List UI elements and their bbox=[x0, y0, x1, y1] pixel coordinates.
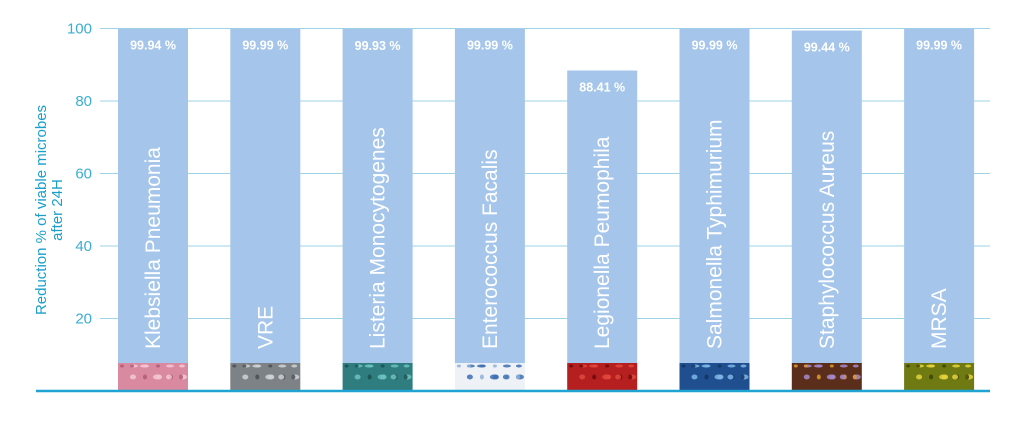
value-label: 99.99 % bbox=[242, 39, 288, 53]
bar bbox=[454, 28, 525, 363]
y-axis-ticks: 20 40 60 80 100 bbox=[67, 21, 92, 328]
bar bbox=[230, 28, 301, 363]
red-rod-bacteria-micrograph bbox=[567, 363, 638, 390]
y-axis-label-line1: Reduction % of viable microbes bbox=[33, 105, 50, 315]
value-label: 99.93 % bbox=[355, 39, 401, 53]
category-label: MRSA bbox=[928, 288, 951, 349]
bars bbox=[118, 28, 975, 364]
category-label: Salmonella Typhimurium bbox=[704, 119, 727, 349]
y-tick-label: 60 bbox=[75, 166, 92, 183]
value-label: 99.99 % bbox=[916, 39, 962, 53]
bar bbox=[118, 28, 188, 364]
bar bbox=[342, 28, 413, 363]
gray-microbe-micrograph bbox=[230, 363, 301, 390]
pink-tissue-micrograph bbox=[118, 363, 188, 390]
y-tick-label: 40 bbox=[75, 238, 92, 255]
bar bbox=[679, 28, 750, 363]
category-label: Legionella Peumophila bbox=[591, 136, 614, 349]
value-label: 88.41 % bbox=[579, 81, 625, 95]
value-label: 99.99 % bbox=[467, 39, 513, 53]
value-label: 99.99 % bbox=[692, 39, 738, 53]
microbe-images bbox=[118, 363, 975, 390]
category-label: Listeria Monocytogenes bbox=[367, 127, 390, 349]
bar bbox=[567, 70, 638, 364]
bar bbox=[904, 28, 975, 363]
bar-labels: 99.94 % Klebsiella Pneumonia 99.99 % VRE 99.… bbox=[130, 39, 962, 349]
value-label: 99.44 % bbox=[804, 41, 850, 55]
category-label: VRE bbox=[254, 306, 277, 349]
value-label: 99.94 % bbox=[130, 39, 176, 53]
y-tick-label: 20 bbox=[75, 311, 92, 328]
y-tick-label: 100 bbox=[67, 21, 92, 38]
bar bbox=[791, 30, 862, 364]
category-label: Klebsiella Pneumonia bbox=[142, 147, 165, 349]
white-blue-bacteria-micrograph bbox=[454, 363, 525, 390]
yellow-cocci-micrograph bbox=[904, 363, 975, 390]
teal-rod-bacteria-micrograph bbox=[342, 363, 413, 390]
blue-bacteria-micrograph bbox=[679, 363, 750, 390]
category-label: Staphylococcus Aureus bbox=[816, 131, 839, 349]
purple-cocci-micrograph bbox=[791, 363, 862, 390]
category-label: Enterococcus Facalis bbox=[479, 149, 502, 349]
y-tick-label: 80 bbox=[75, 93, 92, 110]
y-axis-label-line2: after 24H bbox=[49, 179, 66, 241]
